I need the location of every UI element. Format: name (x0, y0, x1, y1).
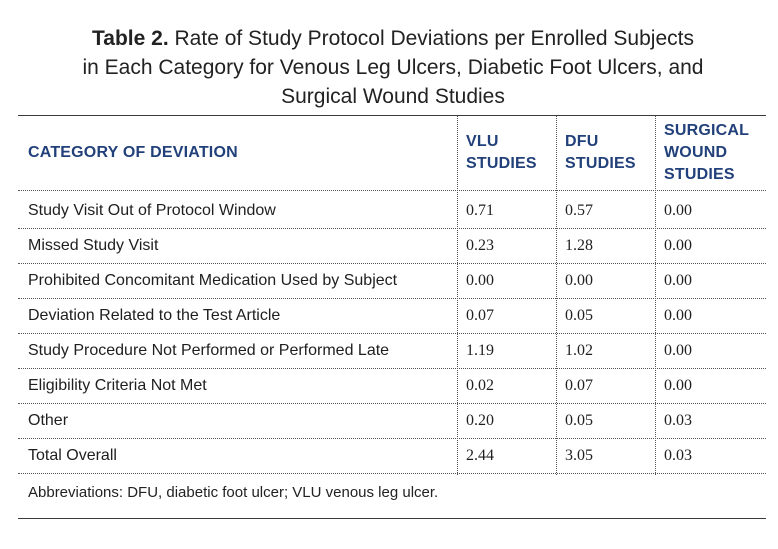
header-vlu-line-1: VLU (466, 133, 499, 150)
cell-vlu: 1.19 (466, 341, 494, 359)
table-row: Other 0.20 0.05 0.03 (18, 403, 766, 439)
table-row: Total Overall 2.44 3.05 0.03 (18, 438, 766, 474)
table-row: Deviation Related to the Test Article 0.… (18, 298, 766, 334)
table-row: Study Visit Out of Protocol Window 0.71 … (18, 193, 766, 229)
cell-vlu: 0.00 (466, 271, 494, 289)
cell-dfu: 0.00 (565, 271, 593, 289)
cell-dfu: 0.07 (565, 376, 593, 394)
cell-vlu: 0.20 (466, 411, 494, 429)
cell-category: Eligibility Criteria Not Met (28, 376, 207, 394)
cell-vlu: 0.07 (466, 306, 494, 324)
header-category: CATEGORY OF DEVIATION (28, 116, 458, 190)
column-divider (556, 116, 557, 475)
caption-line-3: Surgical Wound Studies (281, 85, 505, 108)
cell-category: Study Procedure Not Performed or Perform… (28, 341, 390, 359)
cell-dfu: 0.05 (565, 306, 593, 324)
table-row: Missed Study Visit 0.23 1.28 0.00 (18, 228, 766, 264)
column-divider (457, 116, 458, 475)
table-row: Study Procedure Not Performed or Perform… (18, 333, 766, 369)
cell-surgical: 0.03 (664, 446, 692, 464)
header-category-text: CATEGORY OF DEVIATION (28, 144, 238, 161)
cell-surgical: 0.00 (664, 201, 692, 219)
header-surgical: SURGICAL WOUND STUDIES (664, 116, 764, 190)
caption-line-1: Rate of Study Protocol Deviations per En… (174, 27, 694, 50)
header-dfu: DFU STUDIES (565, 116, 657, 190)
cell-dfu: 1.28 (565, 236, 593, 254)
header-vlu-line-2: STUDIES (466, 155, 537, 172)
cell-vlu: 2.44 (466, 446, 494, 464)
cell-surgical: 0.00 (664, 306, 692, 324)
table-bottom-rule (18, 518, 766, 519)
header-dfu-line-1: DFU (565, 133, 599, 150)
cell-dfu: 3.05 (565, 446, 593, 464)
table-caption: Table 2. Rate of Study Protocol Deviatio… (18, 24, 768, 111)
cell-surgical: 0.00 (664, 236, 692, 254)
header-vlu: VLU STUDIES (466, 116, 558, 190)
cell-dfu: 0.57 (565, 201, 593, 219)
cell-category: Prohibited Concomitant Medication Used b… (28, 271, 398, 289)
cell-surgical: 0.00 (664, 376, 692, 394)
cell-surgical: 0.00 (664, 341, 692, 359)
cell-vlu: 0.71 (466, 201, 494, 219)
column-divider (655, 116, 656, 475)
cell-category: Total Overall (28, 446, 117, 464)
table-label: Table 2. (92, 27, 169, 50)
cell-vlu: 0.02 (466, 376, 494, 394)
table-top-rule (18, 115, 766, 116)
cell-dfu: 0.05 (565, 411, 593, 429)
header-surgical-line-1: SURGICAL (664, 122, 750, 139)
cell-dfu: 1.02 (565, 341, 593, 359)
cell-category: Study Visit Out of Protocol Window (28, 201, 276, 219)
header-dfu-line-2: STUDIES (565, 155, 636, 172)
table-header-row: CATEGORY OF DEVIATION VLU STUDIES DFU ST… (18, 116, 766, 191)
cell-surgical: 0.00 (664, 271, 692, 289)
table-row: Prohibited Concomitant Medication Used b… (18, 263, 766, 299)
cell-surgical: 0.03 (664, 411, 692, 429)
cell-category: Other (28, 411, 69, 429)
header-surgical-line-2: WOUND (664, 144, 728, 161)
cell-vlu: 0.23 (466, 236, 494, 254)
cell-category: Missed Study Visit (28, 236, 159, 254)
table-row: Eligibility Criteria Not Met 0.02 0.07 0… (18, 368, 766, 404)
table-footnote: Abbreviations: DFU, diabetic foot ulcer;… (28, 484, 439, 501)
caption-line-2: in Each Category for Venous Leg Ulcers, … (82, 56, 704, 79)
header-surgical-line-3: STUDIES (664, 166, 735, 183)
cell-category: Deviation Related to the Test Article (28, 306, 281, 324)
